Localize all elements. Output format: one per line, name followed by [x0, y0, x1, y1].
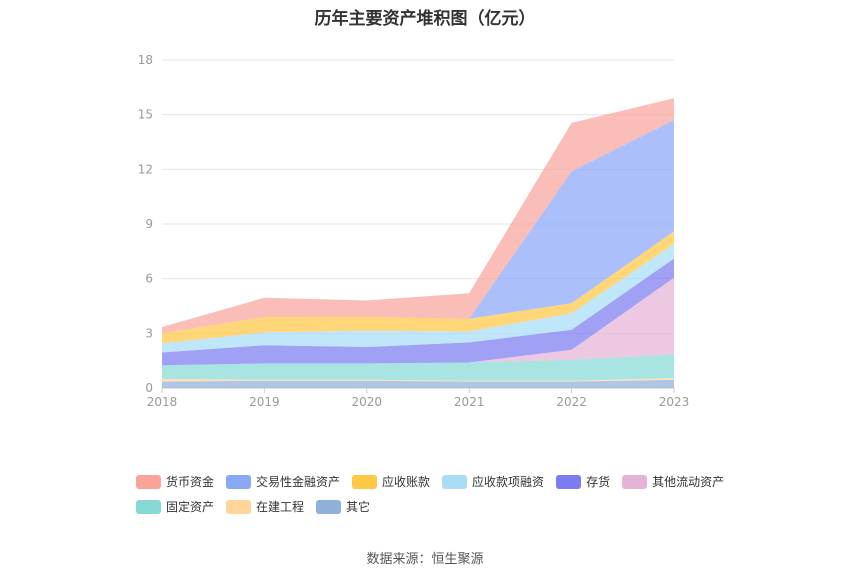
data-source-note: 数据来源：恒生聚源 — [366, 552, 484, 567]
y-tick-label: 12 — [138, 162, 153, 176]
area-交易性金融资产 — [162, 120, 674, 334]
legend-swatch — [316, 499, 342, 514]
y-tick-label: 3 — [145, 326, 153, 340]
axes: 0 3 6 9 12 15 18 2018 2019 2020 2021 2022 2023 — [138, 53, 690, 409]
y-tick-label: 9 — [145, 217, 153, 231]
x-tick-label: 2022 — [556, 395, 587, 409]
area-存货 — [162, 258, 674, 366]
x-tick-label: 2018 — [147, 395, 178, 409]
legend-item[interactable]: 存货 — [556, 473, 610, 490]
area-应收账款 — [162, 231, 674, 344]
legend-swatch — [136, 499, 161, 514]
area-货币资金 — [162, 98, 674, 334]
legend-swatch — [442, 474, 468, 489]
legend-item[interactable]: 应收款项融资 — [442, 473, 544, 490]
legend-item[interactable]: 其他流动资产 — [622, 473, 724, 490]
legend-item[interactable]: 应收账款 — [352, 473, 430, 490]
y-tick-label: 15 — [138, 108, 153, 122]
legend-item[interactable]: 其它 — [316, 498, 370, 515]
area-固定资产 — [162, 354, 674, 381]
x-tick-label: 2021 — [454, 395, 485, 409]
area-其他流动资产 — [162, 277, 674, 366]
legend-swatch — [622, 474, 648, 489]
legend-label: 其它 — [346, 500, 371, 514]
y-tick-label: 6 — [145, 272, 153, 286]
legend-label: 货币资金 — [166, 475, 215, 489]
legend-swatch — [352, 474, 378, 489]
x-tick-label: 2020 — [352, 395, 383, 409]
legend-label: 交易性金融资产 — [256, 475, 341, 489]
legend-label: 其他流动资产 — [652, 475, 725, 489]
x-tick-label: 2023 — [659, 395, 690, 409]
legend-item[interactable]: 交易性金融资产 — [226, 473, 340, 490]
legend-item[interactable]: 固定资产 — [136, 498, 214, 515]
legend-label: 应收账款 — [382, 475, 431, 489]
legend-swatch — [226, 474, 252, 489]
legend-label: 固定资产 — [166, 500, 215, 514]
legend-swatch — [556, 474, 582, 489]
y-tick-label: 18 — [138, 53, 153, 67]
legend-item[interactable]: 货币资金 — [136, 473, 214, 490]
y-tick-label: 0 — [145, 381, 153, 395]
legend-label: 存货 — [586, 475, 611, 489]
area-其它 — [162, 379, 674, 388]
legend-label: 应收款项融资 — [472, 475, 545, 489]
legend-swatch — [226, 499, 252, 514]
chart-title: 历年主要资产堆积图（亿元） — [314, 9, 536, 29]
legend-label: 在建工程 — [256, 500, 305, 514]
legend: 货币资金 交易性金融资产 应收账款 应收款项融资 存货 其他流动资产固定资产 在建工程 其它 — [136, 473, 736, 515]
legend-swatch — [136, 474, 161, 489]
legend-item[interactable]: 在建工程 — [226, 498, 304, 515]
x-tick-label: 2019 — [249, 395, 280, 409]
area-series — [162, 98, 674, 388]
area-应收款项融资 — [162, 244, 674, 353]
